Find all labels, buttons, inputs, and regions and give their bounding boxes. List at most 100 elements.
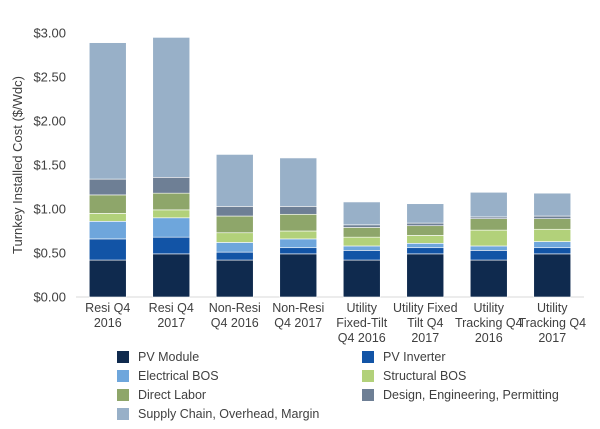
x-tick-label-line: Fixed-Tilt [336,316,387,330]
bar-stack [469,191,508,298]
x-tick-label-line: Utility Fixed [393,301,458,315]
bar-segment-electrical-bos [88,221,127,240]
y-tick-label: $3.00 [33,26,66,41]
x-tick-label-line: Q4 2017 [274,316,322,330]
legend-label: Supply Chain, Overhead, Margin [138,407,320,421]
y-tick-label: $0.00 [33,290,66,305]
chart-legend: PV Module PV Inverter Electrical BOS Struct… [117,349,587,429]
x-tick-label-line: 2017 [411,331,439,345]
bar-segment-pv-module [152,253,191,298]
bar-segment-supply-chain-overhead-margin [152,37,191,178]
legend-label: Direct Labor [138,388,207,402]
bar-segment-structural-bos [469,229,508,247]
bar-segment-pv-inverter [533,247,572,255]
bar-segment-structural-bos [279,230,318,240]
y-tick-label: $0.50 [33,246,66,261]
x-tick-label-line: 2017 [538,331,566,345]
x-tick-label: Utility Tracking Q4 2016 [455,301,523,345]
bar-segment-supply-chain-overhead-margin [215,154,254,207]
legend-item: Electrical BOS [117,368,219,384]
bar-segment-supply-chain-overhead-margin [406,203,445,224]
legend-label: PV Module [138,350,200,364]
x-tick-label: Resi Q4 2017 [149,301,194,330]
legend-swatch [117,408,129,420]
bar-segment-pv-module [88,259,127,298]
x-tick-label-line: 2016 [94,316,122,330]
legend-swatch [117,389,129,401]
y-tick-label: $2.50 [33,70,66,85]
bar-stack [152,37,191,298]
bar-segment-pv-inverter [279,247,318,255]
x-tick-label: Utility Tracking Q4 2017 [518,301,586,345]
legend-swatch [117,351,129,363]
bar-segment-electrical-bos [533,241,572,249]
x-tick-label: Utility Fixed-Tilt Q4 2016 [336,301,387,345]
legend-swatch [362,389,374,401]
x-tick-label: Resi Q4 2016 [85,301,130,330]
x-tick-label: Non-Resi Q4 2017 [272,301,324,330]
bar-segment-structural-bos [406,235,445,244]
y-tick-label: $1.00 [33,202,66,217]
bar-segment-pv-inverter [215,251,254,261]
bar-segment-electrical-bos [342,245,381,251]
bar-segment-electrical-bos [279,238,318,249]
bar-segment-pv-inverter [88,238,127,261]
bar-segment-direct-labor [533,218,572,230]
legend-item: Design, Engineering, Permitting [362,387,559,403]
bar-segment-electrical-bos [469,245,508,251]
bar-segment-design-engineering-permitting [279,206,318,215]
bar-segment-electrical-bos [215,242,254,253]
bar-segment-electrical-bos [406,243,445,249]
x-tick-label-line: Utility [346,301,377,315]
bar-segment-pv-module [342,259,381,298]
bar-stack [215,154,254,298]
bar-segment-design-engineering-permitting [533,215,572,219]
bar-segment-supply-chain-overhead-margin [533,192,572,217]
legend-item: Supply Chain, Overhead, Margin [117,406,319,422]
x-tick-label-line: Utility [473,301,504,315]
bar-stack [279,157,318,298]
x-tick-label: Utility Fixed Tilt Q4 2017 [393,301,458,345]
bar-segment-design-engineering-permitting [88,178,127,196]
bar-segment-pv-module [279,253,318,298]
legend-item: Direct Labor [117,387,206,403]
bar-segment-structural-bos [88,213,127,222]
y-tick-label: $1.50 [33,158,66,173]
bar-segment-pv-module [533,253,572,298]
bar-segment-pv-module [469,259,508,298]
bar-segment-supply-chain-overhead-margin [342,201,381,226]
legend-label: Design, Engineering, Permitting [383,388,559,402]
bar-segment-design-engineering-permitting [215,206,254,217]
bar-segment-supply-chain-overhead-margin [88,42,127,180]
bar-segment-design-engineering-permitting [152,177,191,194]
x-tick-label-line: Non-Resi [209,301,261,315]
bar-segment-direct-labor [152,192,191,211]
x-tick-label: Non-Resi Q4 2016 [209,301,261,330]
legend-label: Structural BOS [383,369,467,383]
bar-segment-design-engineering-permitting [342,224,381,228]
x-tick-label-line: Resi Q4 [85,301,130,315]
legend-label: Electrical BOS [138,369,219,383]
bar-segment-structural-bos [215,232,254,243]
bar-segment-pv-inverter [406,247,445,255]
bar-segment-structural-bos [152,209,191,219]
bar-segment-design-engineering-permitting [406,222,445,227]
x-tick-label-line: 2017 [157,316,185,330]
legend-label: PV Inverter [383,350,446,364]
legend-item: Structural BOS [362,368,466,384]
legend-item: PV Inverter [362,349,446,365]
stacked-bar-chart: Turnkey Installed Cost ($/Wdc) $0.00 $0.5… [10,26,586,346]
x-tick-label-line: Non-Resi [272,301,324,315]
bar-segment-direct-labor [215,215,254,234]
bar-segment-direct-labor [406,225,445,236]
x-tick-label-line: Tracking Q4 [455,316,523,330]
bar-stack [342,201,381,298]
bar-segment-pv-inverter [469,250,508,261]
bar-segment-pv-module [215,259,254,298]
x-tick-label-line: Tracking Q4 [518,316,586,330]
x-tick-label-line: Q4 2016 [338,331,386,345]
bar-segment-pv-inverter [152,236,191,255]
legend-swatch [362,351,374,363]
bar-segment-pv-inverter [342,250,381,261]
bar-stack [533,192,572,298]
